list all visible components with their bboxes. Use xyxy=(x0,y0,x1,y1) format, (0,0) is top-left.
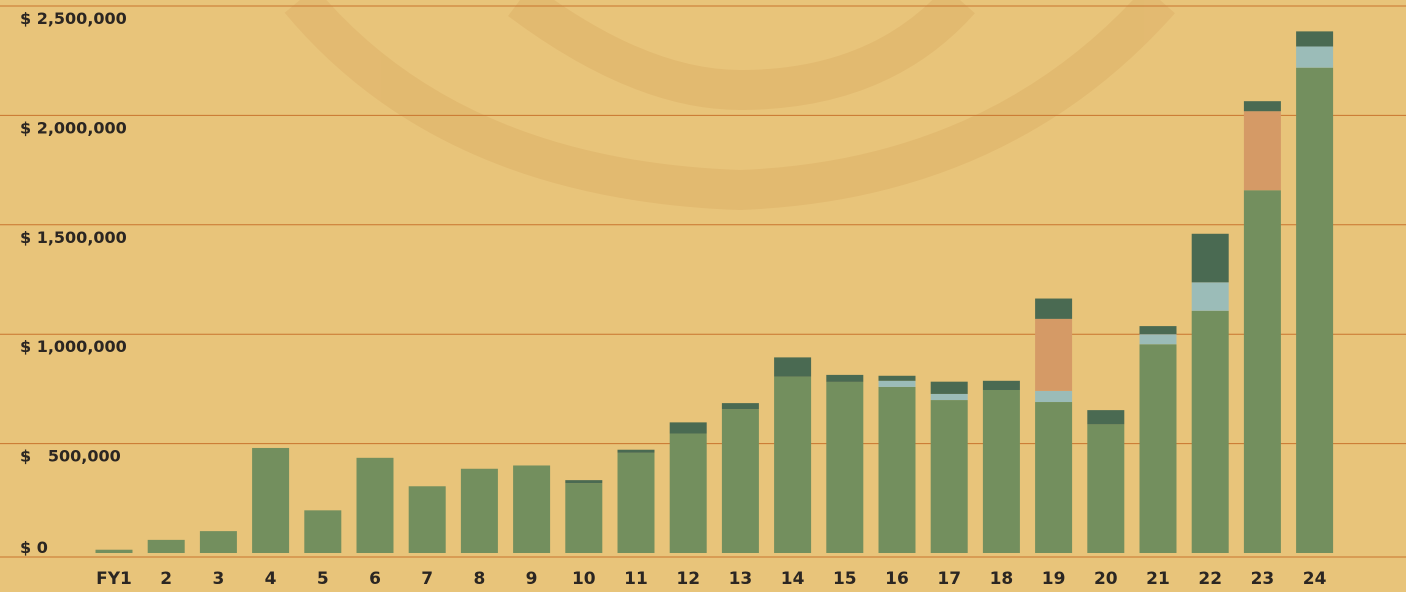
y-tick-label: $ 0 xyxy=(20,538,48,557)
bar-segment xyxy=(1296,67,1334,553)
bar-segment xyxy=(147,539,185,553)
bar-segment xyxy=(408,486,446,553)
bar-segment xyxy=(721,409,759,553)
x-tick-label: 16 xyxy=(885,569,909,589)
x-tick-label: 6 xyxy=(369,569,381,589)
background-art xyxy=(284,0,1175,211)
bar-segment xyxy=(930,393,968,401)
bar-segment xyxy=(1035,390,1073,403)
bar-segment xyxy=(460,468,498,553)
y-tick-label: $ 2,000,000 xyxy=(20,118,127,137)
bar-segment xyxy=(1191,233,1229,283)
bar-segment xyxy=(930,400,968,553)
bar-segment xyxy=(878,375,916,381)
bar-segment xyxy=(774,357,812,377)
bar-segment xyxy=(1035,402,1073,553)
bar-segment xyxy=(1191,310,1229,553)
x-tick-label: 8 xyxy=(473,569,485,589)
y-tick-label: $ 500,000 xyxy=(20,447,121,466)
bar-segment xyxy=(1035,318,1073,391)
x-tick-label: 24 xyxy=(1303,569,1327,589)
x-tick-label: 23 xyxy=(1251,569,1275,589)
bar-segment xyxy=(878,380,916,387)
bar-segment xyxy=(513,465,551,553)
bar-segment xyxy=(199,531,237,553)
x-tick-label: 7 xyxy=(421,569,433,589)
bar-segment xyxy=(982,389,1020,553)
bar-segment xyxy=(669,433,707,553)
bar-segment xyxy=(1087,424,1125,553)
bar-segment xyxy=(826,381,864,553)
bar-segment xyxy=(565,480,603,484)
bar-segment xyxy=(878,386,916,553)
x-tick-label: 13 xyxy=(729,569,753,589)
bar-segment xyxy=(1139,344,1177,553)
bar-segment xyxy=(304,510,342,553)
bar-segment xyxy=(1243,101,1281,112)
x-tick-label: 22 xyxy=(1198,569,1222,589)
bar-segment xyxy=(1139,334,1177,345)
x-tick-label: 18 xyxy=(990,569,1014,589)
x-tick-label: 14 xyxy=(781,569,805,589)
bar-segment xyxy=(774,376,812,553)
bar-segment xyxy=(826,374,864,382)
bar-segment xyxy=(356,457,394,553)
x-tick-label: 21 xyxy=(1146,569,1170,589)
bar-segment xyxy=(721,403,759,410)
x-tick-label: 2 xyxy=(160,569,172,589)
bar-segment xyxy=(1243,111,1281,191)
bar-segment xyxy=(1191,282,1229,311)
x-tick-label: 15 xyxy=(833,569,857,589)
y-tick-label: $ 2,500,000 xyxy=(20,9,127,28)
bar-segment xyxy=(1296,46,1334,68)
bar-segment xyxy=(1243,190,1281,553)
bar-segment xyxy=(982,380,1020,390)
x-tick-label: 17 xyxy=(937,569,961,589)
x-tick-label: 10 xyxy=(572,569,596,589)
x-tick-label: 19 xyxy=(1042,569,1066,589)
bar-segment xyxy=(1087,410,1125,425)
x-tick-label: 3 xyxy=(212,569,224,589)
bar-segment xyxy=(1139,326,1177,335)
x-tick-label: 5 xyxy=(317,569,329,589)
bar-segment xyxy=(95,549,133,553)
bar-segment xyxy=(565,483,603,553)
y-tick-label: $ 1,000,000 xyxy=(20,337,127,356)
bar-segment xyxy=(617,452,655,553)
bar-segment xyxy=(930,381,968,394)
x-tick-label: 11 xyxy=(624,569,648,589)
x-tick-label: 20 xyxy=(1094,569,1118,589)
x-tick-label: 4 xyxy=(265,569,277,589)
bar-segment xyxy=(617,449,655,453)
bar-segment xyxy=(1296,31,1334,47)
bar-segment xyxy=(1035,298,1073,319)
x-tick-label: 12 xyxy=(676,569,700,589)
bar-segment xyxy=(669,422,707,434)
y-tick-label: $ 1,500,000 xyxy=(20,228,127,247)
x-tick-label: FY1 xyxy=(96,569,132,589)
bar-segment xyxy=(252,447,290,553)
x-tick-label: 9 xyxy=(526,569,538,589)
